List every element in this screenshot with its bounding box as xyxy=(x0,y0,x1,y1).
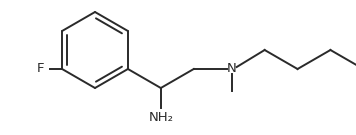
Text: F: F xyxy=(37,63,44,75)
Text: NH₂: NH₂ xyxy=(148,111,173,124)
Text: N: N xyxy=(227,63,237,75)
